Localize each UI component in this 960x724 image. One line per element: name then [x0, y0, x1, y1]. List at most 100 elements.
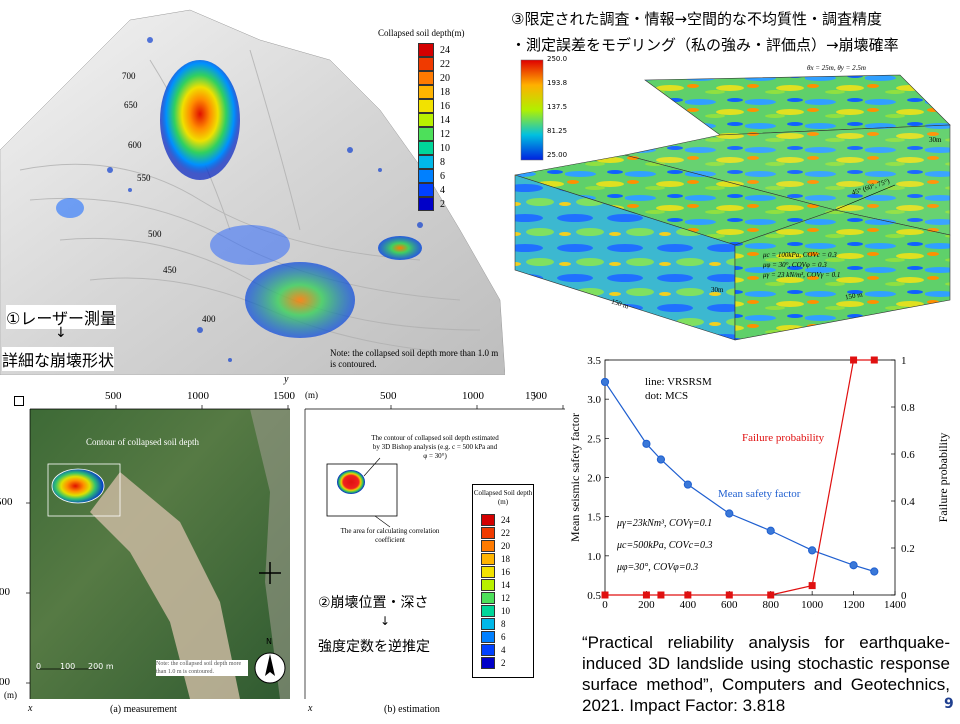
- legend-value: 24: [440, 44, 450, 56]
- legend-swatch: [481, 657, 495, 669]
- map-legend-title: Collapsed Soil depth (m): [473, 489, 533, 506]
- legend-value: 14: [501, 580, 510, 590]
- y-right-tick-label: 0.8: [901, 402, 915, 414]
- elev-label: 700: [122, 71, 136, 81]
- legend-swatch: [418, 169, 434, 183]
- legend-value: 14: [440, 114, 450, 126]
- colorbar-label: 137.5: [547, 103, 568, 111]
- page-number: 9: [944, 696, 954, 712]
- legend-value: 18: [501, 554, 510, 564]
- x-tick-label: 1000: [801, 599, 824, 611]
- legend-entry: 6: [481, 631, 506, 643]
- y-right-tick-label: 0: [901, 590, 907, 602]
- elev-label: 400: [202, 314, 216, 324]
- failure-probability-point: [684, 591, 692, 599]
- landslide-track: [90, 472, 240, 699]
- elev-label: 600: [128, 140, 142, 150]
- legend-value: 10: [501, 606, 510, 616]
- top-tick-right: 1500: [525, 390, 547, 402]
- safety-factor-label: Mean safety factor: [718, 488, 801, 500]
- param-unit-weight: μγ = 23 kN/m³, COVγ = 0.1: [763, 271, 841, 279]
- map-note: Note: the collapsed soil depth more than…: [156, 660, 248, 676]
- legend-value: 2: [501, 658, 506, 668]
- block-heading-2: ・測定誤差をモデリング（私の強み・評価点）→崩壊確率: [511, 36, 899, 54]
- x-tick-label: 1200: [843, 599, 866, 611]
- y-left-tick-label: 3.5: [587, 355, 601, 367]
- colorbar-label: 250.0: [547, 55, 568, 63]
- legend-entry: 10: [481, 605, 510, 617]
- area-label: The area for calculating correlation coe…: [340, 527, 440, 544]
- theta-label: θx = 25m, θy = 2.5m: [807, 64, 866, 72]
- legend-line-text: line: VRSRSM: [645, 376, 712, 388]
- safety-factor-point: [656, 455, 666, 464]
- failure-probability-point: [601, 591, 609, 599]
- x-tick-label: 0: [602, 599, 608, 611]
- legend-entry: 4: [481, 644, 506, 656]
- estimated-contour: [337, 470, 365, 494]
- legend-swatch: [418, 183, 434, 197]
- north-arrow: [254, 652, 286, 684]
- legend-entry: 20: [418, 71, 450, 85]
- scale-label: 0: [36, 662, 42, 671]
- legend-value: 12: [501, 593, 510, 603]
- elev-label: 650: [124, 100, 138, 110]
- legend-dot-text: dot: MCS: [645, 390, 688, 402]
- y-right-tick-label: 0.6: [901, 449, 915, 461]
- x-axis-label-right: x: [308, 703, 313, 714]
- legend-value: 20: [501, 541, 510, 551]
- y-right-tick-label: 0.4: [901, 496, 915, 508]
- y-left-tick-label: 1.5: [587, 512, 601, 524]
- y-axis-label-right: y: [533, 390, 538, 401]
- map-figure: [26, 405, 565, 699]
- elev-label: 550: [137, 173, 151, 183]
- map-legend: Collapsed Soil depth (m) 24 22 20 18 16 14 12 1…: [472, 484, 534, 678]
- legend-entry: 2: [481, 657, 506, 669]
- legend-swatch: [418, 113, 434, 127]
- legend-entry: 4: [418, 183, 445, 197]
- legend-value: 12: [440, 128, 450, 140]
- measured-contour: [51, 468, 105, 504]
- legend-value: 24: [501, 515, 510, 525]
- measurement-box: [47, 463, 121, 517]
- failure-probability-point: [657, 591, 665, 599]
- param-friction: μφ = 30°, COVφ = 0.3: [763, 261, 827, 269]
- collapse-zone-lower: [245, 262, 355, 338]
- colorbar-label: 25.00: [547, 151, 568, 159]
- legend-entry: 12: [418, 127, 450, 141]
- legend-swatch: [481, 579, 495, 591]
- y-left-tick-label: 1.0: [587, 551, 601, 563]
- legend-swatch: [481, 644, 495, 656]
- legend-entry: 10: [418, 141, 450, 155]
- y-right-axis-title: Failure probability: [936, 433, 950, 523]
- legend-swatch: [481, 527, 495, 539]
- elev-label: 450: [163, 265, 177, 275]
- legend-swatch: [418, 141, 434, 155]
- terrain-legend-title: Collapsed soil depth(m): [378, 28, 465, 38]
- collapse-zone-right: [378, 236, 422, 260]
- chart-param: μφ=30°, COVφ=0.3: [616, 562, 698, 573]
- legend-swatch: [481, 553, 495, 565]
- y-left-tick-label: 0.5: [587, 590, 601, 602]
- safety-factor-point: [725, 509, 734, 518]
- legend-swatch: [481, 618, 495, 630]
- estimation-box: [326, 463, 398, 517]
- safety-factor-point: [766, 526, 775, 535]
- legend-entry: 18: [481, 553, 510, 565]
- map-panel: y (m) y 500 1000 1500 500 1000 1500 500 …: [0, 372, 565, 720]
- elev-label: 500: [148, 229, 162, 239]
- legend-swatch: [481, 566, 495, 578]
- top-tick: 1000: [187, 390, 209, 402]
- legend-entry: 16: [481, 566, 510, 578]
- legend-swatch: [418, 57, 434, 71]
- terrain-note: Note: the collapsed soil depth more than…: [330, 348, 499, 369]
- caption-b: (b) estimation: [384, 704, 440, 715]
- block-params: μc = 100kPa, COVc = 0.3 μφ = 30°, COVφ =…: [763, 250, 840, 280]
- terrain-caption-1: ①レーザー測量: [6, 305, 117, 329]
- terrain-caption-2: 詳細な崩壊形状: [2, 347, 115, 371]
- x-axis-title: Horizontal acceleration (gal): [681, 612, 819, 615]
- top-tick: 1500: [273, 390, 295, 402]
- y-left-tick-label: 3.0: [587, 394, 601, 406]
- legend-entry: 16: [418, 99, 450, 113]
- failure-probability-label: Failure probability: [742, 432, 825, 444]
- legend-entry: 20: [481, 540, 510, 552]
